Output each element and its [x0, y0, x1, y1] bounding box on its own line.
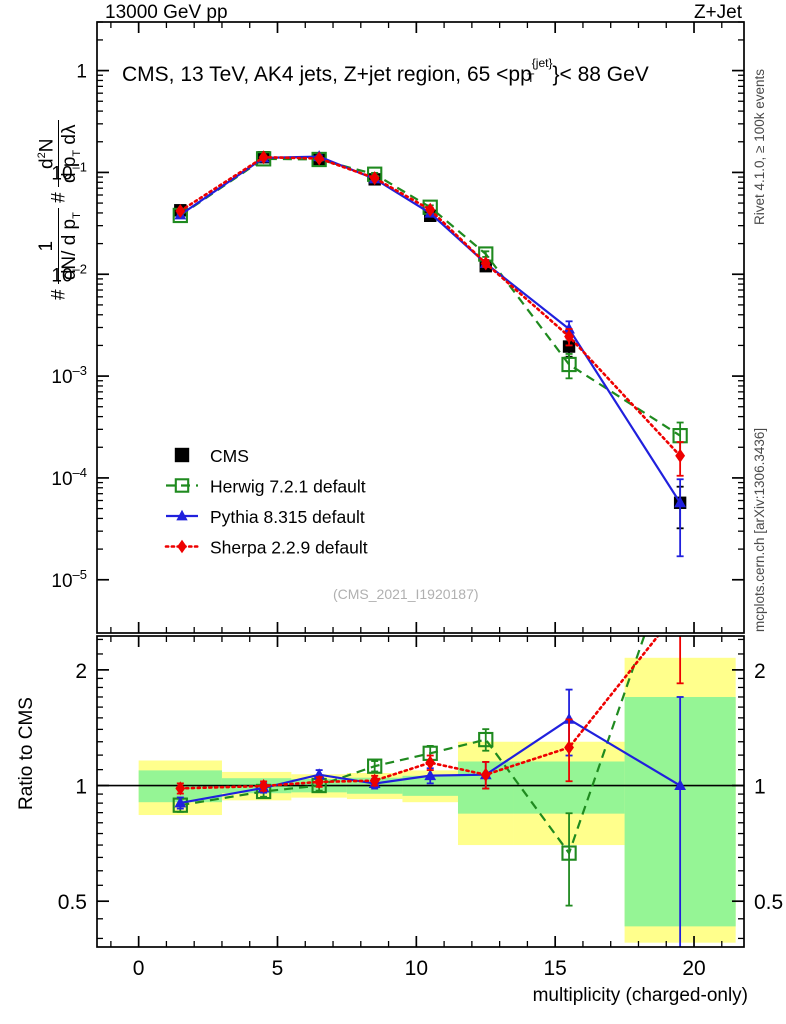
- data-point-marker: [674, 779, 687, 791]
- ytick-label: 1: [76, 62, 87, 83]
- data-point-marker: [424, 769, 437, 781]
- data-point-marker: [258, 779, 269, 794]
- series-herwig: [172, 151, 688, 456]
- data-point-marker: [561, 845, 577, 861]
- legend-marker-cms: [174, 447, 190, 463]
- ratio-ytick-label: 1: [75, 776, 87, 799]
- data-point-marker: [564, 329, 574, 344]
- data-point-marker: [563, 322, 575, 334]
- ratio-ytick-label-right: 2: [754, 660, 766, 683]
- main-plot-title: CMS, 13 TeV, AK4 jets, Z+jet region, 65 …: [122, 56, 649, 86]
- data-point-marker: [675, 601, 685, 615]
- data-point-marker: [367, 758, 383, 774]
- data-point-marker: [314, 151, 325, 166]
- data-point-marker: [675, 448, 686, 463]
- data-point-marker: [177, 539, 187, 554]
- data-point-marker: [174, 796, 187, 808]
- data-point-marker: [425, 202, 436, 217]
- ratio-ytick-label: 0.5: [58, 891, 87, 914]
- data-point-marker: [369, 171, 380, 186]
- ratio-uncertainty-bands: [138, 657, 736, 943]
- main-panel-frame: [96, 21, 745, 634]
- header-right: Z+Jet: [693, 2, 742, 23]
- ytick-label: 10–5: [51, 567, 87, 592]
- data-point-marker: [175, 203, 186, 218]
- xtick-label: 20: [682, 957, 705, 980]
- legend-label-sherpa[interactable]: Sherpa 2.2.9 default: [210, 538, 368, 558]
- ytick-label: 10–1: [51, 159, 87, 184]
- ratio-series-herwig: [172, 636, 646, 907]
- legend-marker-sherpa: [177, 539, 187, 554]
- data-point-marker: [562, 340, 576, 353]
- data-point-marker: [563, 712, 575, 724]
- legend-marker-herwig: [174, 478, 190, 493]
- data-point-marker: [258, 150, 269, 165]
- xtick-label: 15: [543, 957, 566, 980]
- series-sherpa: [175, 150, 686, 477]
- series-line: [179, 155, 682, 504]
- header-left: 13000 GeV pp: [105, 2, 228, 23]
- ytick-label: 10–4: [51, 465, 87, 490]
- data-point-marker: [480, 256, 491, 271]
- data-point-marker: [674, 496, 687, 508]
- data-point-marker: [174, 447, 190, 463]
- ratio-panel-frame: [96, 635, 745, 948]
- data-point-marker: [561, 356, 577, 373]
- data-point-marker: [425, 755, 436, 770]
- xtick-label: 5: [272, 957, 284, 980]
- legend-label-cms[interactable]: CMS: [210, 446, 249, 466]
- ratio-series-sherpa: [175, 601, 685, 796]
- ratio-ytick-label-right: 0.5: [754, 891, 783, 914]
- ratio-line: [179, 636, 660, 790]
- xaxis-label: multiplicity (charged-only): [532, 985, 748, 1006]
- data-point-marker: [480, 767, 491, 782]
- xtick-label: 10: [405, 957, 428, 980]
- ratio-ytick-label: 2: [75, 660, 87, 683]
- data-point-marker: [564, 740, 574, 755]
- xtick-label: 0: [133, 957, 145, 980]
- data-point-marker: [174, 478, 190, 493]
- series-line: [179, 157, 681, 437]
- legend-marker-pythia: [176, 509, 188, 521]
- ratio-ytick-label-right: 1: [754, 776, 766, 799]
- dataset-watermark: (CMS_2021_I1920187): [333, 586, 479, 602]
- legend-label-pythia[interactable]: Pythia 8.315 default: [210, 507, 365, 527]
- data-point-marker: [478, 731, 494, 748]
- legend-label-herwig[interactable]: Herwig 7.2.1 default: [210, 477, 366, 497]
- series-line: [179, 155, 682, 458]
- data-point-marker: [175, 781, 186, 796]
- ratio-line: [180, 636, 646, 856]
- data-point-marker: [369, 773, 380, 788]
- ytick-label: 10–3: [51, 363, 87, 388]
- data-point-marker: [314, 774, 325, 789]
- data-point-marker: [176, 509, 188, 521]
- ytick-label: 10–2: [51, 261, 87, 286]
